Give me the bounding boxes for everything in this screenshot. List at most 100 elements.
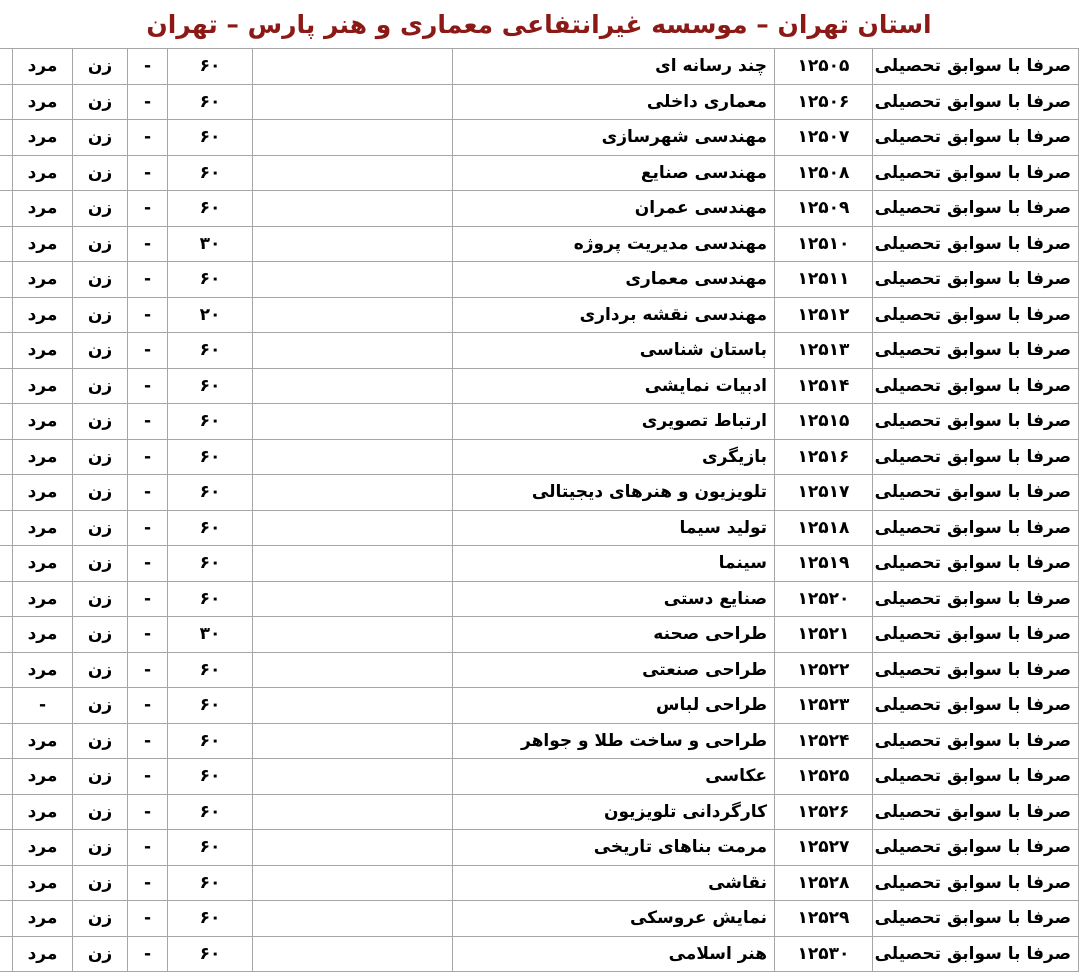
cell-program-code: ۱۲۵۱۵ (775, 403, 874, 440)
table-row: صرفا با سوابق تحصیلی ۱۲۵۱۸ تولید سیما ۶۰- زن… (0, 509, 1080, 546)
cell-extra (0, 793, 14, 830)
cell-period: - (128, 687, 169, 724)
cell-male-allowed: مرد (13, 83, 74, 120)
cell-extra (0, 48, 14, 85)
cell-period: - (128, 616, 169, 653)
cell-female-allowed: زن (73, 474, 129, 511)
table-row: صرفا با سوابق تحصیلی ۱۲۵۲۳ طراحی لباس ۶۰- زن… (0, 687, 1080, 724)
cell-major-name: مهندسی صنایع (453, 154, 776, 191)
cell-program-code: ۱۲۵۲۰ (775, 580, 874, 617)
cell-program-code: ۱۲۵۰۷ (775, 119, 874, 156)
cell-female-allowed: زن (73, 545, 129, 582)
cell-capacity: ۶۰ (168, 687, 254, 724)
cell-admission-type: صرفا با سوابق تحصیلی (873, 261, 1080, 298)
cell-female-allowed: زن (73, 758, 129, 795)
cell-major-name: تلویزیون و هنرهای دیجیتالی (453, 474, 776, 511)
cell-capacity: ۶۰ (168, 403, 254, 440)
cell-admission-type: صرفا با سوابق تحصیلی (873, 864, 1080, 901)
cell-female-allowed: زن (73, 616, 129, 653)
cell-male-allowed: مرد (13, 509, 74, 546)
cell-note (253, 438, 454, 475)
cell-admission-type: صرفا با سوابق تحصیلی (873, 296, 1080, 333)
cell-major-name: مهندسی عمران (453, 190, 776, 227)
cell-admission-type: صرفا با سوابق تحصیلی (873, 190, 1080, 227)
table-row: صرفا با سوابق تحصیلی ۱۲۵۱۵ ارتباط تصویری ۶۰… (0, 403, 1080, 440)
cell-female-allowed: زن (73, 296, 129, 333)
cell-major-name: تولید سیما (453, 509, 776, 546)
programs-table-body: صرفا با سوابق تحصیلی ۱۲۵۰۵ چند رسانه ای ۶۰-… (0, 48, 1080, 972)
cell-extra (0, 651, 14, 688)
table-row: صرفا با سوابق تحصیلی ۱۲۵۲۶ کارگردانی تلویز… (0, 793, 1080, 830)
table-row: صرفا با سوابق تحصیلی ۱۲۵۰۹ مهندسی عمران ۶۰-… (0, 190, 1080, 227)
cell-male-allowed: مرد (13, 296, 74, 333)
cell-period: - (128, 935, 169, 972)
cell-note (253, 296, 454, 333)
cell-major-name: بازیگری (453, 438, 776, 475)
cell-major-name: کارگردانی تلویزیون (453, 793, 776, 830)
cell-note (253, 793, 454, 830)
cell-extra (0, 438, 14, 475)
cell-extra (0, 296, 14, 333)
cell-period: - (128, 545, 169, 582)
cell-note (253, 509, 454, 546)
cell-capacity: ۶۰ (168, 651, 254, 688)
cell-program-code: ۱۲۵۲۵ (775, 758, 874, 795)
cell-capacity: ۶۰ (168, 367, 254, 404)
cell-major-name: طراحی صحنه (453, 616, 776, 653)
cell-female-allowed: زن (73, 793, 129, 830)
cell-major-name: نقاشی (453, 864, 776, 901)
cell-period: - (128, 864, 169, 901)
cell-note (253, 687, 454, 724)
cell-capacity: ۶۰ (168, 83, 254, 120)
cell-program-code: ۱۲۵۱۴ (775, 367, 874, 404)
table-row: صرفا با سوابق تحصیلی ۱۲۵۲۴ طراحی و ساخت طل… (0, 722, 1080, 759)
cell-period: - (128, 48, 169, 85)
cell-extra (0, 83, 14, 120)
cell-female-allowed: زن (73, 687, 129, 724)
cell-capacity: ۳۰ (168, 616, 254, 653)
cell-female-allowed: زن (73, 367, 129, 404)
cell-admission-type: صرفا با سوابق تحصیلی (873, 758, 1080, 795)
table-row: صرفا با سوابق تحصیلی ۱۲۵۳۰ هنر اسلامی ۶۰- زن… (0, 935, 1080, 972)
cell-female-allowed: زن (73, 48, 129, 85)
cell-admission-type: صرفا با سوابق تحصیلی (873, 225, 1080, 262)
cell-major-name: عکاسی (453, 758, 776, 795)
cell-extra (0, 119, 14, 156)
cell-program-code: ۱۲۵۱۸ (775, 509, 874, 546)
table-row: صرفا با سوابق تحصیلی ۱۲۵۰۷ مهندسی شهرسازی ۶… (0, 119, 1080, 156)
cell-admission-type: صرفا با سوابق تحصیلی (873, 545, 1080, 582)
cell-admission-type: صرفا با سوابق تحصیلی (873, 83, 1080, 120)
cell-period: - (128, 83, 169, 120)
cell-extra (0, 829, 14, 866)
cell-extra (0, 261, 14, 298)
cell-extra (0, 545, 14, 582)
cell-period: - (128, 225, 169, 262)
cell-note (253, 474, 454, 511)
cell-male-allowed: مرد (13, 900, 74, 937)
cell-capacity: ۶۰ (168, 190, 254, 227)
cell-major-name: طراحی لباس (453, 687, 776, 724)
cell-capacity: ۶۰ (168, 722, 254, 759)
table-row: صرفا با سوابق تحصیلی ۱۲۵۱۷ تلویزیون و هنره… (0, 474, 1080, 511)
cell-period: - (128, 332, 169, 369)
cell-extra (0, 332, 14, 369)
cell-male-allowed: مرد (13, 864, 74, 901)
cell-capacity: ۶۰ (168, 119, 254, 156)
cell-extra (0, 935, 14, 972)
cell-program-code: ۱۲۵۲۲ (775, 651, 874, 688)
cell-male-allowed: مرد (13, 722, 74, 759)
cell-period: - (128, 509, 169, 546)
cell-program-code: ۱۲۵۲۴ (775, 722, 874, 759)
cell-capacity: ۳۰ (168, 225, 254, 262)
cell-male-allowed: مرد (13, 474, 74, 511)
cell-female-allowed: زن (73, 864, 129, 901)
table-row: صرفا با سوابق تحصیلی ۱۲۵۱۱ مهندسی معماری ۶۰… (0, 261, 1080, 298)
cell-note (253, 403, 454, 440)
cell-note (253, 332, 454, 369)
cell-capacity: ۶۰ (168, 900, 254, 937)
table-row: صرفا با سوابق تحصیلی ۱۲۵۱۴ ادبیات نمایشی ۶۰… (0, 367, 1080, 404)
cell-female-allowed: زن (73, 900, 129, 937)
cell-extra (0, 580, 14, 617)
cell-program-code: ۱۲۵۲۸ (775, 864, 874, 901)
